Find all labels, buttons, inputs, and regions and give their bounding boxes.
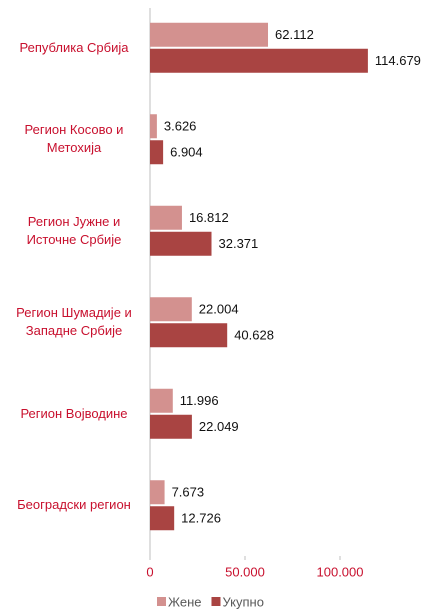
value-label: 40.628 [234, 328, 274, 343]
bar [150, 388, 173, 413]
value-label: 3.626 [164, 119, 197, 134]
bar [150, 48, 368, 73]
bar [150, 140, 164, 165]
value-label: 22.049 [199, 419, 239, 434]
value-label: 32.371 [219, 236, 259, 251]
category-label: Република Србија [19, 39, 129, 55]
category-label: Београдски регион [17, 497, 131, 513]
x-tick-label: 50.000 [225, 564, 265, 579]
value-label: 16.812 [189, 210, 229, 225]
bar [150, 480, 165, 505]
value-label: 12.726 [181, 511, 221, 526]
category-label: Регион Војводине [20, 405, 128, 421]
x-tick-label: 100.000 [317, 564, 364, 579]
category-label: Регион Косово и Метохија [24, 122, 124, 156]
value-label: 62.112 [275, 27, 314, 42]
bar [150, 297, 192, 322]
bar [150, 22, 269, 47]
bar [150, 231, 212, 256]
bar [150, 114, 157, 139]
value-label: 114.679 [375, 53, 421, 68]
value-label: 11.996 [180, 393, 219, 408]
category-label: Регион Шумадије и Западне Србије [16, 305, 132, 339]
value-label: 22.004 [199, 302, 239, 317]
legend-label: Укупно [222, 594, 263, 609]
bar [150, 323, 228, 348]
bar [150, 414, 192, 439]
category-label: Регион Јужне и Источне Србије [26, 213, 122, 247]
value-label: 7.673 [172, 485, 205, 500]
x-tick-label: 0 [146, 564, 153, 579]
bar [150, 506, 175, 531]
legend-swatch [157, 597, 166, 606]
legend-label: Жене [168, 594, 201, 609]
legend-swatch [211, 597, 221, 606]
value-label: 6.904 [170, 145, 203, 160]
bar [150, 205, 182, 230]
